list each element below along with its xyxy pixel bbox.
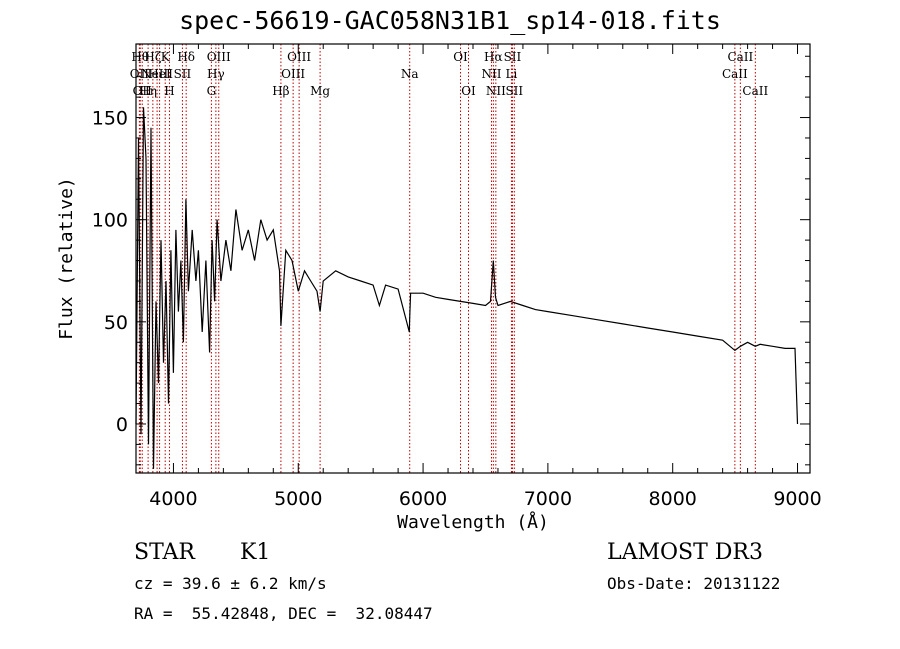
spectral-line-label: G <box>207 84 217 98</box>
spectral-line-label: OIII <box>281 67 305 81</box>
x-axis-label: Wavelength (Å) <box>397 511 549 533</box>
spectral-line-label: OI <box>461 84 476 98</box>
spectral-line-label: CaII <box>722 67 748 81</box>
x-tick-label: 6000 <box>399 488 447 510</box>
y-tick-label: 150 <box>92 108 128 130</box>
spectral-line-label: HeI <box>148 67 171 81</box>
y-axis: 0 50 100 150 <box>92 55 810 466</box>
x-tick-label: 7000 <box>524 488 572 510</box>
spectrum-line <box>135 107 799 469</box>
spectral-line-label: Mg <box>310 84 330 98</box>
spectral-line-label: Li <box>506 67 518 81</box>
spectral-line-markers <box>138 44 756 473</box>
spectral-line-label: Na <box>401 67 419 81</box>
survey-name: LAMOST DR3 <box>607 540 763 565</box>
y-axis-label: Flux (relative) <box>56 177 77 340</box>
spectral-line-label: CaII <box>727 50 753 64</box>
y-tick-label: 0 <box>116 414 128 436</box>
spectral-line-label: Hα <box>484 50 503 64</box>
spectral-line-label: SII <box>504 50 522 64</box>
plot-frame <box>135 43 811 474</box>
coordinates-readout: RA = 55.42848, DEC = 32.08447 <box>134 604 433 623</box>
spectral-line-label: OII <box>133 84 153 98</box>
spectral-line-label: Hγ <box>207 67 225 81</box>
spectral-line-label: OIII <box>207 50 231 64</box>
x-tick-label: 8000 <box>649 488 697 510</box>
x-tick-label: 4000 <box>149 488 197 510</box>
spectral-line-label: SII <box>174 67 192 81</box>
spectral-line-label: NeIII <box>141 67 173 81</box>
y-tick-label: 100 <box>92 210 128 232</box>
spectral-line-label: OIII <box>287 50 311 64</box>
chart-title: spec-56619-GAC058N31B1_sp14-018.fits <box>179 6 721 35</box>
object-subclass: K1 <box>240 540 271 565</box>
spectral-line-label: OI <box>453 50 468 64</box>
spectral-line-label: Hζ <box>144 50 161 64</box>
spectral-line-label: CaII <box>742 84 768 98</box>
x-axis: 4000 5000 6000 7000 8000 9000 <box>149 44 822 510</box>
spectral-line-label: Hη <box>139 84 157 98</box>
spectral-line-label: H <box>164 84 174 98</box>
spectral-line-label: Hβ <box>272 84 289 98</box>
spectral-line-label: Hδ <box>177 50 195 64</box>
redshift-readout: cz = 39.6 ± 6.2 km/s <box>134 574 327 593</box>
spectral-line-label: K <box>161 50 171 64</box>
x-tick-label: 9000 <box>773 488 821 510</box>
object-class: STAR <box>134 540 195 565</box>
spectral-line-label: NII <box>486 84 506 98</box>
y-tick-label: 50 <box>104 312 128 334</box>
spectral-line-labels: OIIHθOIIHηHζNeIIIHeIKHSIIHδGHγOIIIHβOIII… <box>130 50 769 98</box>
observation-date: Obs-Date: 20131122 <box>607 574 781 593</box>
spectral-line-label: NII <box>481 67 501 81</box>
spectral-line-label: OII <box>130 67 150 81</box>
x-tick-label: 5000 <box>274 488 322 510</box>
spectral-line-label: SII <box>505 84 523 98</box>
